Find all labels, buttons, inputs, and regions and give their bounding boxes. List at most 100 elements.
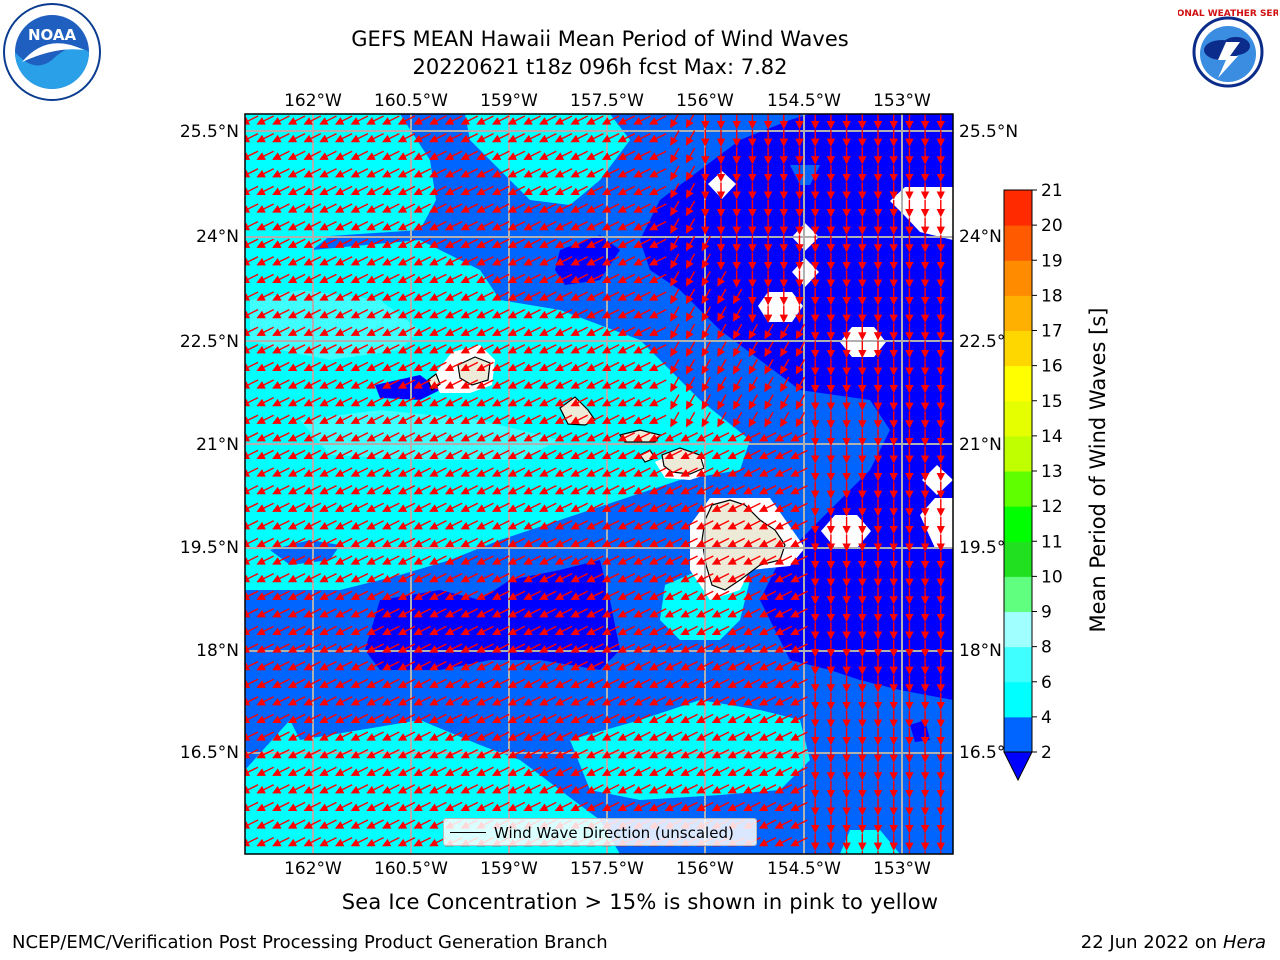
lat-tick-label-right: 24°N	[959, 227, 1002, 247]
wind-wave-arrow	[648, 132, 667, 143]
lat-tick-label-left: 21°N	[196, 435, 239, 455]
wind-wave-arrow	[586, 273, 604, 284]
wind-wave-arrow	[601, 396, 620, 407]
colorbar-tick-label: 19	[1041, 251, 1063, 271]
wind-wave-arrow	[444, 203, 463, 213]
wind-wave-arrow	[334, 396, 353, 407]
wind-wave-arrow	[539, 203, 557, 213]
wind-wave-arrow	[444, 220, 463, 231]
wind-wave-arrow	[429, 238, 447, 248]
wind-wave-arrow	[476, 396, 494, 407]
wind-wave-arrow	[319, 238, 337, 248]
wind-wave-arrow	[366, 326, 384, 336]
wind-wave-arrow	[429, 326, 447, 336]
chart-title: GEFS MEAN Hawaii Mean Period of Wind Wav…	[351, 27, 849, 51]
wind-wave-arrow	[476, 220, 494, 231]
map-legend: Wind Wave Direction (unscaled)	[443, 818, 757, 846]
wind-wave-arrow	[460, 150, 479, 160]
wind-wave-arrow	[733, 306, 743, 322]
wind-wave-arrow	[460, 203, 479, 213]
wind-wave-arrow	[272, 168, 290, 178]
wind-wave-arrow	[601, 115, 620, 125]
wind-wave-arrow	[670, 288, 680, 305]
wind-wave-arrow	[570, 432, 589, 442]
wind-wave-arrow	[272, 344, 290, 354]
wind-wave-arrow	[413, 238, 432, 248]
wind-wave-arrow	[397, 168, 416, 178]
wind-wave-arrow	[601, 220, 620, 231]
colorbar-tick-label: 2	[1041, 743, 1052, 763]
wind-wave-arrow	[491, 132, 510, 143]
wind-wave-arrow	[507, 238, 526, 248]
wind-wave-arrow	[601, 308, 620, 319]
wind-wave-arrow	[648, 273, 667, 284]
wind-wave-arrow	[539, 115, 557, 125]
wind-wave-arrow	[764, 376, 774, 393]
wind-wave-arrow	[245, 326, 259, 336]
wind-wave-arrow	[303, 132, 322, 143]
wind-wave-arrow	[507, 115, 526, 125]
wind-wave-arrow	[685, 341, 696, 358]
colorbar-tick-label: 4	[1041, 708, 1052, 728]
wind-wave-arrow	[334, 273, 353, 284]
wind-wave-arrow	[539, 379, 557, 389]
wind-wave-arrow	[717, 359, 727, 375]
wind-wave-arrow	[429, 132, 447, 143]
wind-wave-arrow	[245, 291, 259, 301]
wind-wave-arrow	[303, 256, 322, 266]
wind-wave-arrow	[256, 379, 275, 389]
wind-wave-arrow	[334, 168, 353, 178]
wind-wave-arrow	[397, 185, 416, 196]
wind-wave-arrow	[507, 132, 526, 143]
wind-wave-arrow	[382, 379, 400, 389]
wind-wave-arrow	[460, 220, 479, 231]
wind-wave-arrow	[429, 396, 447, 407]
wind-wave-arrow	[554, 308, 573, 319]
wind-wave-arrow	[507, 291, 526, 301]
wind-wave-arrow	[717, 376, 727, 393]
colorbar-segment	[1004, 295, 1032, 331]
wind-wave-arrow	[303, 344, 322, 354]
wind-wave-arrow	[287, 326, 306, 336]
colorbar-segment	[1004, 506, 1032, 542]
wind-wave-arrow	[491, 238, 510, 248]
wind-wave-arrow	[780, 376, 790, 393]
wind-wave-arrow	[334, 379, 353, 389]
wind-wave-arrow	[539, 414, 557, 424]
wind-wave-arrow	[601, 326, 620, 336]
wind-wave-arrow	[648, 308, 667, 319]
wind-wave-arrow	[245, 238, 259, 248]
wind-wave-arrow	[648, 150, 667, 160]
period-region-small-dark-2	[375, 375, 440, 400]
wind-wave-arrow	[554, 185, 573, 196]
wind-wave-arrow	[413, 185, 432, 196]
wind-wave-arrow	[334, 115, 353, 125]
colorbar-tick-label: 18	[1041, 286, 1063, 306]
wind-wave-arrow	[245, 379, 259, 389]
wind-wave-arrow	[633, 361, 651, 372]
wind-wave-arrow	[491, 150, 510, 160]
colorbar-segment	[1004, 681, 1032, 718]
wind-wave-arrow	[617, 326, 636, 336]
wind-wave-arrow	[382, 432, 400, 442]
wind-wave-arrow	[685, 218, 696, 234]
wind-wave-arrow	[685, 323, 696, 340]
wind-wave-arrow	[648, 185, 667, 196]
wind-wave-arrow	[491, 168, 510, 178]
wind-wave-arrow	[764, 341, 774, 358]
wind-wave-arrow	[633, 326, 651, 336]
wind-wave-arrow	[350, 203, 369, 213]
wind-wave-arrow	[491, 344, 510, 354]
wind-wave-arrow	[601, 432, 620, 442]
wind-wave-arrow	[648, 220, 667, 231]
wind-wave-arrow	[670, 341, 680, 358]
wind-wave-arrow	[382, 326, 400, 336]
wind-wave-arrow	[670, 130, 680, 146]
wind-wave-arrow	[245, 449, 259, 460]
wind-wave-arrow	[446, 855, 462, 863]
wind-wave-arrow	[764, 411, 774, 428]
wind-wave-arrow	[491, 432, 510, 442]
wind-wave-arrow	[586, 326, 604, 336]
wind-wave-arrow	[617, 220, 636, 231]
wind-wave-arrow	[397, 326, 416, 336]
